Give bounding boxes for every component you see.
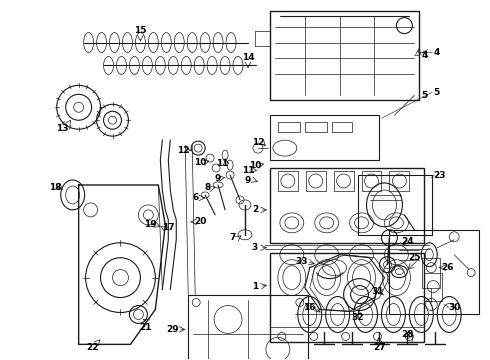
Text: 24: 24: [401, 237, 414, 246]
Text: 4: 4: [421, 51, 427, 60]
Bar: [278, 122, 300, 132]
Text: 27: 27: [373, 343, 386, 352]
Text: 17: 17: [162, 223, 174, 232]
Text: 16: 16: [303, 303, 316, 312]
Text: 22: 22: [86, 343, 99, 352]
Text: 29: 29: [166, 325, 178, 334]
Text: 11: 11: [216, 158, 228, 167]
Bar: [188, 294, 308, 360]
Text: 19: 19: [144, 220, 157, 229]
Text: 5: 5: [433, 88, 440, 97]
Bar: [270, 11, 419, 100]
Text: 12: 12: [252, 138, 264, 147]
Bar: [390, 171, 409, 191]
Text: 32: 32: [351, 313, 364, 322]
Text: 28: 28: [401, 330, 414, 339]
Text: 33: 33: [295, 257, 308, 266]
Text: 18: 18: [49, 184, 62, 193]
Bar: [390, 230, 479, 315]
Text: 1: 1: [252, 282, 258, 291]
Bar: [270, 115, 379, 160]
Text: 3: 3: [252, 243, 258, 252]
Bar: [362, 171, 382, 191]
Bar: [424, 273, 442, 301]
Bar: [332, 122, 352, 132]
Text: 30: 30: [448, 303, 461, 312]
Bar: [270, 168, 424, 243]
Text: 9: 9: [245, 176, 251, 185]
Bar: [422, 258, 440, 288]
Text: 14: 14: [242, 53, 254, 62]
Bar: [334, 171, 354, 191]
Polygon shape: [78, 185, 165, 345]
Text: 31: 31: [371, 287, 384, 296]
Text: 25: 25: [408, 253, 420, 262]
Text: 21: 21: [139, 323, 151, 332]
Text: 20: 20: [194, 217, 206, 226]
Text: 15: 15: [134, 26, 147, 35]
Bar: [306, 171, 326, 191]
Text: 11: 11: [242, 166, 254, 175]
Text: 26: 26: [441, 263, 453, 272]
Bar: [278, 171, 298, 191]
Text: 5: 5: [421, 91, 427, 100]
Text: 6: 6: [192, 193, 198, 202]
Bar: [270, 253, 424, 342]
Text: 12: 12: [177, 145, 190, 154]
Text: 4: 4: [433, 48, 440, 57]
Bar: [305, 122, 327, 132]
Text: 10: 10: [194, 158, 206, 167]
Text: 23: 23: [433, 171, 445, 180]
Bar: [358, 175, 432, 235]
Text: 10: 10: [249, 161, 261, 170]
Text: 2: 2: [252, 206, 258, 215]
Text: 7: 7: [230, 233, 236, 242]
Text: 8: 8: [204, 184, 210, 193]
Text: 13: 13: [56, 124, 69, 133]
Text: 9: 9: [215, 174, 221, 183]
